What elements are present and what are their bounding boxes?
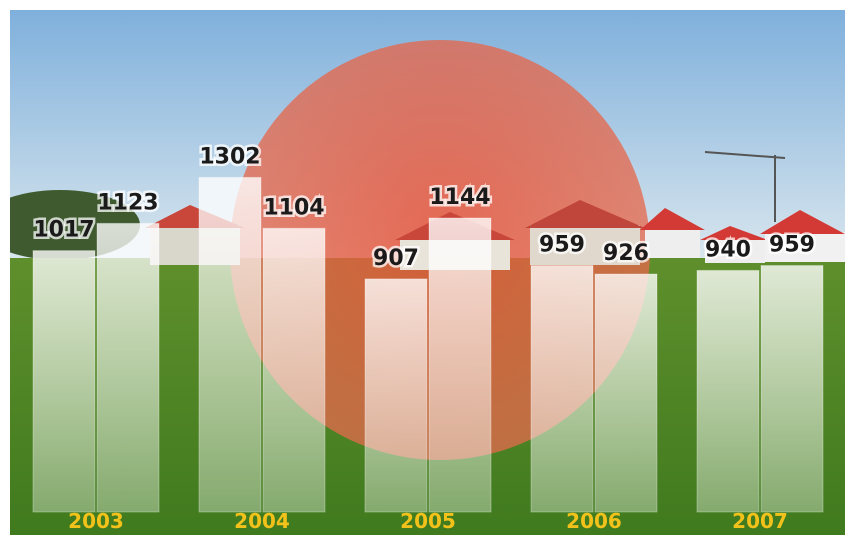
value-label: 959: [769, 233, 815, 258]
value-label: 1302: [199, 144, 260, 169]
x-tick-label: 2005: [400, 509, 456, 533]
chart: 10171123 2003 1302 1104 2004 907 1144 2005 959 92…: [0, 0, 850, 543]
value-label: 926: [603, 241, 649, 266]
bar: [761, 266, 823, 512]
bar: [429, 218, 491, 512]
value-label: 907: [373, 246, 419, 271]
value-label: 1144: [429, 185, 490, 210]
bar: [263, 228, 325, 512]
value-label: 1017: [33, 218, 94, 243]
x-tick-label: 2007: [732, 509, 788, 533]
value-label: 959: [539, 233, 585, 258]
bar: [531, 266, 593, 512]
bar: [33, 251, 95, 512]
bar: [199, 177, 261, 512]
value-label: 1104: [263, 195, 324, 220]
bar: [365, 279, 427, 512]
bar: [595, 274, 657, 512]
bar: [97, 223, 159, 512]
value-label: 1123: [97, 190, 158, 215]
value-label: 940: [705, 237, 751, 262]
bar: [697, 270, 759, 512]
x-tick-label: 2004: [234, 509, 290, 533]
x-tick-label: 2003: [68, 509, 124, 533]
x-tick-label: 2006: [566, 509, 622, 533]
